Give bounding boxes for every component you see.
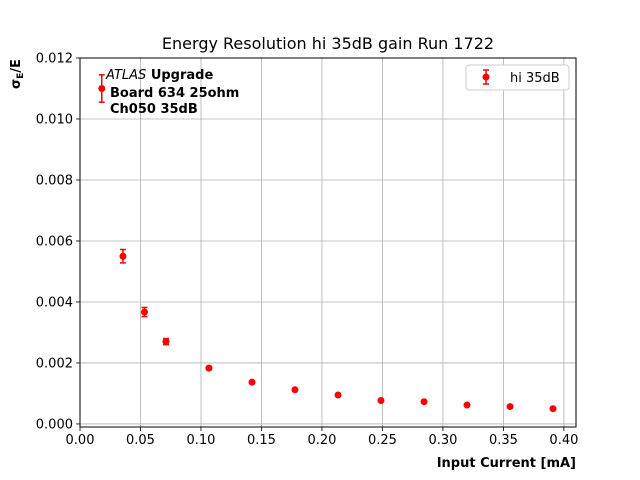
chart-title: Energy Resolution hi 35dB gain Run 1722 <box>162 34 494 53</box>
y-tick-label: 0.008 <box>36 173 73 188</box>
x-tick-label: 0.15 <box>247 433 276 448</box>
y-axis-label: σE/E <box>9 59 26 89</box>
annotation-upgrade: Upgrade <box>151 68 214 83</box>
atlas-annotation: ATLAS Upgrade Board 634 25ohm Ch050 35dB <box>98 68 239 117</box>
plot-frame <box>79 57 577 428</box>
annotation-dot <box>98 84 106 92</box>
grid-lines <box>79 57 576 427</box>
data-point <box>248 378 256 386</box>
data-point <box>549 405 557 413</box>
data-marker <box>140 308 148 316</box>
data-point <box>140 306 148 318</box>
data-marker <box>119 252 127 260</box>
data-point <box>463 401 471 409</box>
data-marker <box>377 396 385 404</box>
annotation-marker <box>98 74 106 103</box>
data-point <box>506 403 514 411</box>
data-marker <box>334 391 342 399</box>
data-point <box>420 398 428 406</box>
data-point <box>119 248 127 264</box>
annotation-line2: Board 634 25ohm <box>110 86 239 101</box>
y-tick-label: 0.000 <box>36 417 73 432</box>
x-tick-label: 0.00 <box>66 433 95 448</box>
data-marker <box>205 364 213 372</box>
x-tick-label: 0.30 <box>428 433 457 448</box>
y-tick-label: 0.010 <box>36 112 73 127</box>
y-axis-ticks: 0.000 0.002 0.004 0.006 0.008 0.010 0.012 <box>36 52 80 432</box>
annotation-line1: ATLAS Upgrade <box>105 68 213 83</box>
y-tick-label: 0.004 <box>36 295 73 310</box>
data-point <box>162 337 170 346</box>
y-tick-label: 0.006 <box>36 234 73 249</box>
legend: hi 35dB <box>465 64 570 91</box>
y-tick-label: 0.002 <box>36 356 73 371</box>
data-marker <box>463 401 471 409</box>
y-axis-label-subscript: E <box>16 73 26 79</box>
data-series-hi-35db <box>119 248 557 413</box>
data-marker <box>420 398 428 406</box>
x-tick-label: 0.35 <box>489 433 518 448</box>
data-marker <box>506 403 514 411</box>
data-point <box>205 364 213 372</box>
data-marker <box>248 378 256 386</box>
y-axis-label-sigma: σ <box>9 79 24 89</box>
x-tick-label: 0.20 <box>307 433 336 448</box>
legend-marker <box>482 73 490 81</box>
data-point <box>377 396 385 404</box>
x-tick-label: 0.25 <box>368 433 397 448</box>
legend-label: hi 35dB <box>510 71 560 86</box>
x-tick-label: 0.05 <box>126 433 155 448</box>
x-tick-label: 0.40 <box>549 433 578 448</box>
x-tick-label: 0.10 <box>186 433 215 448</box>
y-tick-label: 0.012 <box>36 52 73 67</box>
annotation-atlas: ATLAS <box>105 68 146 83</box>
y-axis-label-tail: /E <box>9 59 24 73</box>
data-marker <box>291 386 299 394</box>
x-axis-label: Input Current [mA] <box>437 456 576 471</box>
data-point <box>291 386 299 394</box>
x-axis-ticks: 0.00 0.05 0.10 0.15 0.20 0.25 0.30 0.35 0.40 <box>66 427 578 448</box>
data-point <box>334 391 342 399</box>
data-marker <box>549 405 557 413</box>
data-marker <box>162 338 170 346</box>
legend-box <box>465 64 570 91</box>
annotation-line3: Ch050 35dB <box>110 102 198 117</box>
